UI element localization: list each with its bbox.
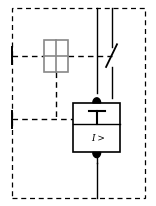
Polygon shape	[93, 152, 101, 158]
Polygon shape	[93, 98, 101, 103]
Bar	[73, 103, 120, 152]
Bar	[44, 40, 68, 72]
Text: I >: I >	[91, 133, 105, 143]
Bar	[12, 8, 145, 198]
